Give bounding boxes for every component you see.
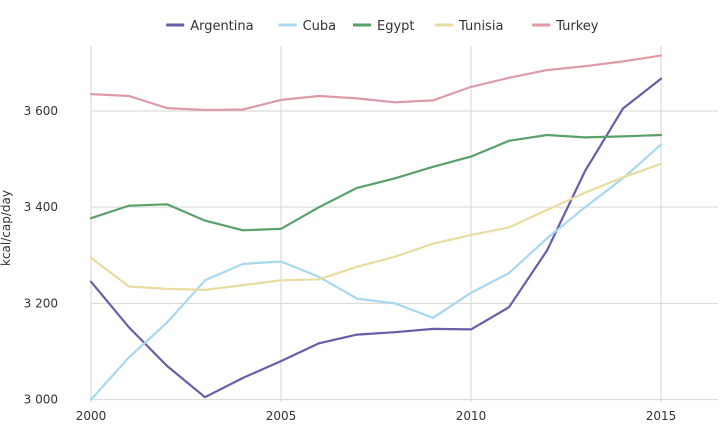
series-line-turkey xyxy=(89,54,663,112)
legend-item-tunisia: Tunisia xyxy=(435,19,503,34)
x-tick-label: 2015 xyxy=(646,409,677,423)
tick-labels: 2000 2005 2010 2015 3 000 3 200 3 400 3 600 xyxy=(24,104,677,423)
legend-item-turkey: Turkey xyxy=(532,19,599,34)
series-line-cuba xyxy=(89,143,663,401)
legend-item-argentina: Argentina xyxy=(166,19,254,34)
x-tick-label: 2000 xyxy=(76,409,107,423)
legend-item-cuba: Cuba xyxy=(278,19,337,34)
series-line-argentina xyxy=(89,77,663,399)
y-tick-label: 3 600 xyxy=(24,104,58,118)
legend-item-egypt: Egypt xyxy=(353,19,415,34)
x-tick-label: 2005 xyxy=(266,409,297,423)
legend-label: Tunisia xyxy=(458,19,503,34)
legend-label: Cuba xyxy=(303,19,337,34)
legend-label: Argentina xyxy=(190,19,253,34)
series-lines xyxy=(89,54,663,401)
x-tick-label: 2010 xyxy=(456,409,487,423)
legend-label: Egypt xyxy=(377,19,415,34)
y-tick-label: 3 400 xyxy=(24,200,58,214)
series-line-tunisia xyxy=(89,162,663,291)
y-axis-title: kcal/cap/day xyxy=(0,190,13,266)
legend-label: Turkey xyxy=(555,19,599,34)
grid xyxy=(90,46,718,402)
legend: Argentina Cuba Egypt Tunisia Turkey xyxy=(166,19,599,34)
y-tick-label: 3 200 xyxy=(24,296,58,310)
y-tick-label: 3 000 xyxy=(24,393,58,407)
series-line-egypt xyxy=(89,133,663,232)
